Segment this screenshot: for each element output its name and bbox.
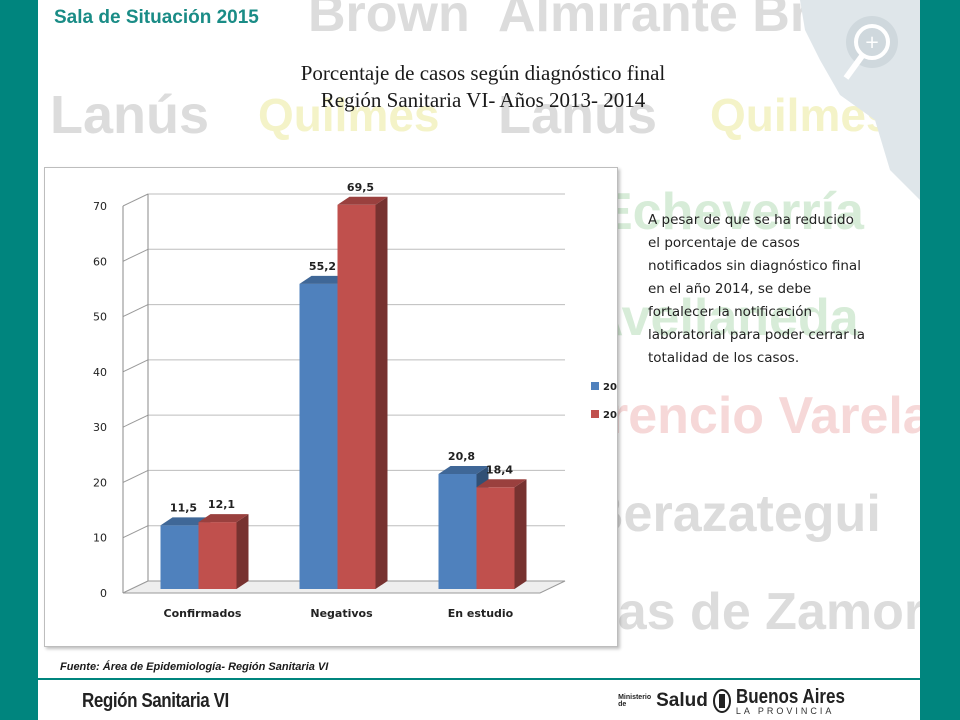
bar [337,204,376,589]
bar-side [236,514,249,589]
content-panel: Brown Almirante Brown Lanús Quilmes Lanú… [38,0,920,678]
grid-line-side [122,248,149,262]
bar [198,522,237,589]
svg-text:+: + [864,32,879,53]
watermark-word: Quilmes [258,89,440,141]
chart-title: Porcentaje de casos según diagnóstico fi… [188,60,778,115]
source-note: Fuente: Área de Epidemiología- Región Sa… [60,661,329,673]
x-category-label: Confirmados [164,607,242,620]
grid-line-side [122,304,149,318]
province-shield-icon [712,689,731,713]
bar [438,474,477,589]
data-label: 69,5 [347,181,374,194]
header-title: Sala de Situación 2015 [54,7,259,28]
bar-top [337,196,388,205]
ministry-logo: Ministerio de Salud Buenos Aires LA PROV… [618,684,864,718]
watermark-word: Brown [308,0,470,43]
watermark-word: Lanús [498,85,658,145]
chart-frame: 0 10 20 30 40 50 60 70 11,5 12,1 Confirmados 55,2 69… [44,167,641,647]
grid-line-side [122,469,149,483]
y-tick-label: 60 [93,255,107,268]
y-tick-label: 10 [93,532,107,545]
grid-line-side [122,414,149,428]
bar [476,487,515,589]
watermark-word: Lanús [50,85,210,145]
footer-region-label: Región Sanitaria VI [82,690,229,712]
chart-title-line2: Región Sanitaria VI- Años 2013- 2014 [320,88,646,113]
legend-label: 2013% [603,382,617,393]
la-provincia-label: LA PROVINCIA [735,705,835,716]
data-label: 55,2 [309,260,336,273]
footer-bar: Región Sanitaria VI Ministerio de Salud … [38,678,920,720]
y-tick-label: 70 [93,200,107,213]
y-tick-label: 20 [93,476,107,489]
chart-title-line1: Porcentaje de casos según diagnóstico fi… [300,61,666,85]
buenos-aires-label: Buenos Aires [735,685,845,708]
bar-top [198,514,249,523]
data-label: 11,5 [170,501,197,514]
legend-swatch [591,382,599,390]
bar-top [476,479,527,488]
map-silhouette-icon: + [800,0,920,200]
watermark-word: Echeverría [598,183,864,241]
y-tick-label: 40 [93,366,107,379]
bar [160,525,199,589]
y-tick-label: 0 [100,587,107,600]
bar-side [375,196,388,589]
y-tick-label: 50 [93,311,107,324]
bar [299,283,338,589]
bar-side [514,479,527,589]
bar-top [438,466,489,475]
x-category-label: En estudio [448,607,514,620]
y-tick-label: 30 [93,421,107,434]
grid-line-side [122,359,149,373]
grid-line-side [122,193,149,207]
legend-swatch [591,410,599,418]
ministerio-label: Ministerio de [618,693,652,708]
salud-label: Salud [656,690,708,711]
watermark-word: Avellaneda [586,289,859,347]
data-label: 18,4 [486,463,513,476]
watermark-word: Berazategui [586,485,881,543]
annotation-text: A pesar de que se ha reducido el porcent… [648,212,866,366]
bar-chart: 0 10 20 30 40 50 60 70 11,5 12,1 Confirmados 55,2 69… [93,181,641,620]
legend-label: 2014% [603,410,617,421]
bar-top [299,275,350,284]
data-label: 12,1 [208,498,235,511]
x-category-label: Negativos [310,607,373,620]
bar-top [160,517,211,526]
data-label: 20,8 [448,450,475,463]
grid-line-side [122,525,149,539]
